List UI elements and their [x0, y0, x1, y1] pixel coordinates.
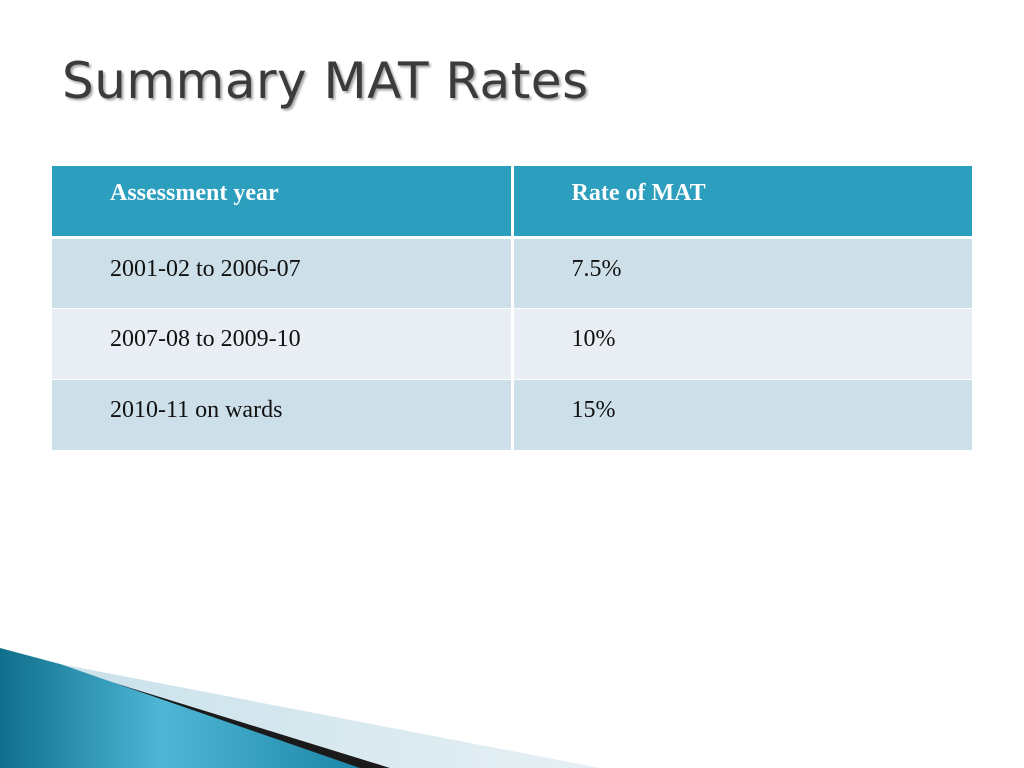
assessment-year-cell: 2010-11 on wards [52, 379, 514, 451]
mat-rate-cell: 10% [512, 308, 972, 380]
mat-rate-cell: 15% [512, 379, 972, 451]
dark-wedge-shape [40, 660, 390, 768]
table-row: 2007-08 to 2009-10 10% [52, 308, 972, 380]
mat-rates-table: Assessment year Rate of MAT 2001-02 to 2… [52, 166, 972, 451]
table-header-row: Assessment year Rate of MAT [52, 166, 972, 239]
corner-decoration [0, 648, 600, 768]
teal-wedge-shape [0, 648, 360, 768]
header-rate-of-mat: Rate of MAT [512, 166, 972, 239]
assessment-year-cell: 2001-02 to 2006-07 [52, 237, 514, 309]
header-assessment-year: Assessment year [52, 166, 514, 239]
pale-band-shape [60, 664, 600, 768]
table-row: 2001-02 to 2006-07 7.5% [52, 237, 972, 309]
mat-rate-cell: 7.5% [512, 237, 972, 309]
table-row: 2010-11 on wards 15% [52, 379, 972, 451]
assessment-year-cell: 2007-08 to 2009-10 [52, 308, 514, 380]
slide-title: Summary MAT Rates [62, 52, 589, 110]
